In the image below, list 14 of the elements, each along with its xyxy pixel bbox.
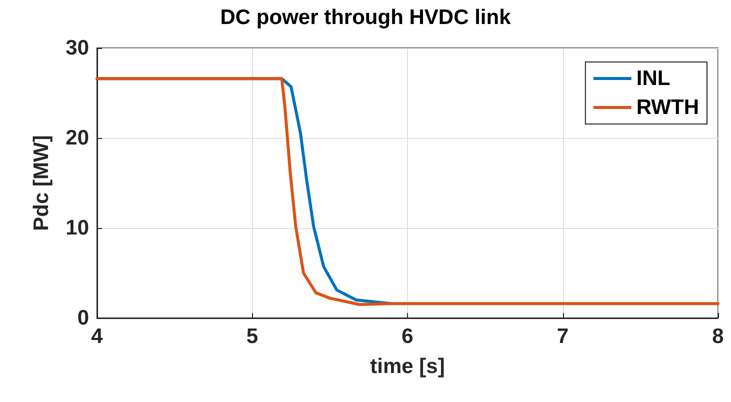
- x-tick-label: 8: [712, 325, 724, 348]
- y-axis-title: Pdc [MW]: [30, 135, 53, 231]
- y-tick-label: 20: [66, 126, 89, 150]
- x-tick-label: 7: [556, 325, 569, 348]
- legend-label: RWTH: [636, 96, 700, 119]
- x-tick-label: 4: [91, 325, 104, 348]
- y-tick-label: 0: [77, 306, 89, 330]
- y-tick-label: 30: [66, 36, 89, 60]
- chart-title: DC power through HVDC link: [220, 6, 512, 29]
- y-tick-label: 10: [66, 216, 89, 240]
- x-tick-label: 6: [402, 325, 414, 348]
- x-axis-title: time [s]: [370, 355, 445, 378]
- x-tick-label: 5: [246, 325, 258, 348]
- legend-label: INL: [636, 67, 670, 90]
